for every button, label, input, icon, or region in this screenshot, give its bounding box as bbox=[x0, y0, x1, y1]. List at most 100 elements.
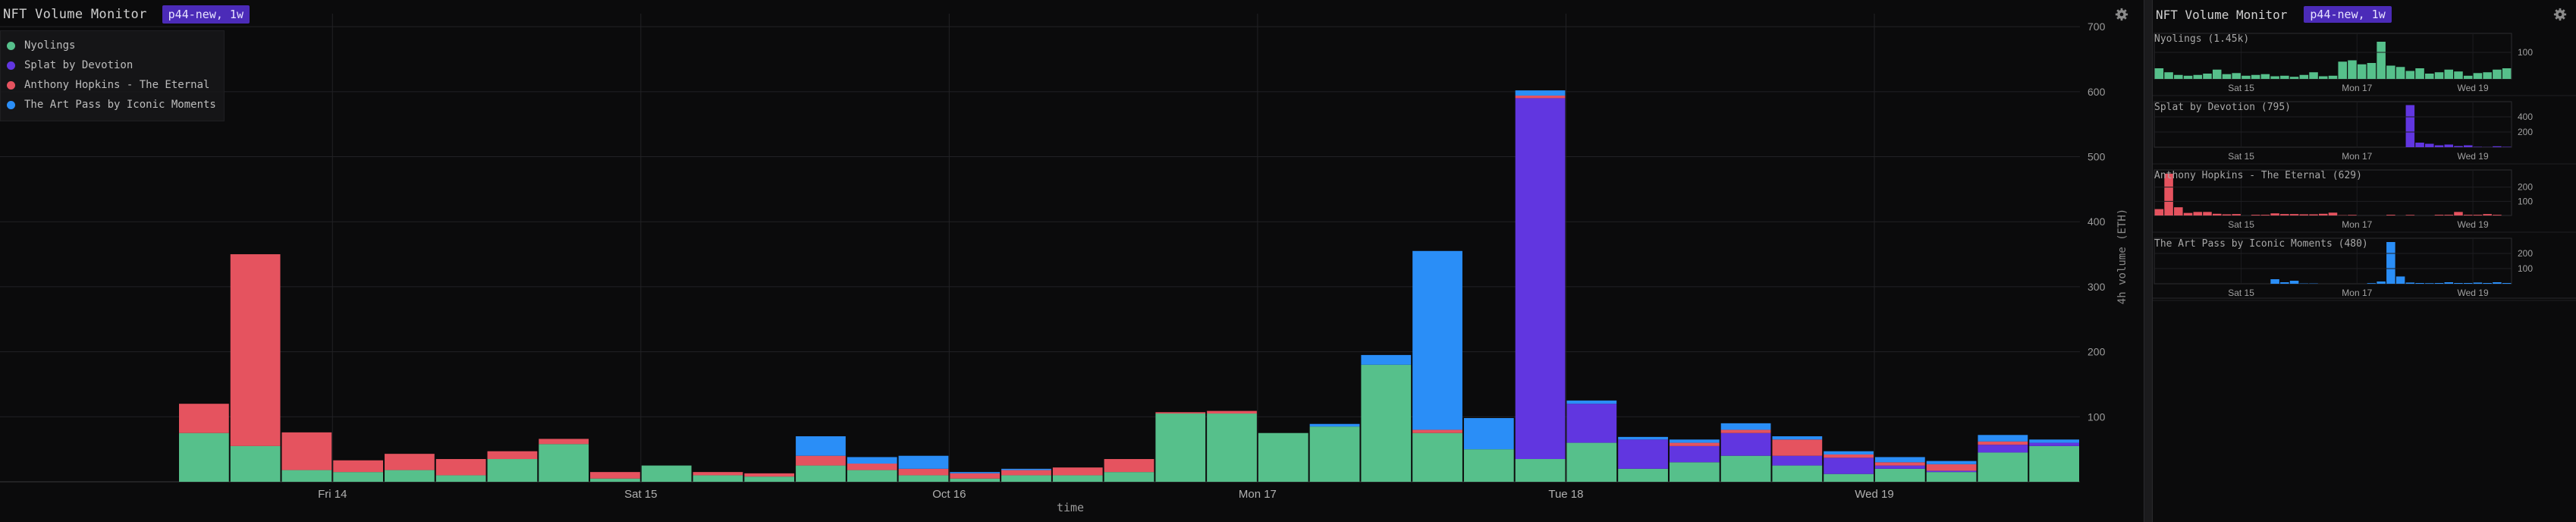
bar-segment bbox=[1412, 250, 1462, 430]
bar-segment bbox=[1515, 90, 1566, 96]
mini-bar bbox=[2425, 74, 2434, 79]
mini-bar bbox=[2454, 283, 2463, 284]
bar-segment bbox=[1720, 455, 1771, 482]
mini-bar bbox=[2222, 74, 2232, 79]
mini-y-tick-label: 400 bbox=[2518, 112, 2533, 122]
legend-label: The Art Pass by Iconic Moments bbox=[24, 99, 216, 111]
bar-segment bbox=[590, 478, 640, 482]
bar-segment bbox=[590, 472, 640, 479]
x-tick-label: Fri 14 bbox=[318, 488, 347, 501]
bar-segment bbox=[1309, 423, 1360, 427]
bar-segment bbox=[435, 459, 486, 476]
bar-segment bbox=[1618, 439, 1668, 469]
mini-y-tick-label: 100 bbox=[2518, 263, 2533, 274]
bar-segment bbox=[1926, 461, 1977, 464]
mini-bar bbox=[2174, 207, 2183, 215]
legend-item-art-pass[interactable]: The Art Pass by Iconic Moments bbox=[7, 95, 216, 115]
bar-segment bbox=[1874, 457, 1925, 463]
page-title: NFT Volume Monitor bbox=[3, 7, 147, 22]
mini-bar bbox=[2502, 68, 2512, 79]
bar-segment bbox=[230, 254, 281, 446]
mini-bar bbox=[2203, 212, 2212, 215]
mini-x-tick-label: Sat 15 bbox=[2228, 83, 2254, 93]
mini-bar bbox=[2454, 212, 2463, 215]
mini-bar bbox=[2454, 71, 2463, 79]
side-range-badge[interactable]: p44-new, 1w bbox=[2304, 6, 2392, 23]
bar-segment bbox=[1772, 439, 1823, 456]
bar-segment bbox=[693, 472, 743, 476]
panel-resize-handle[interactable] bbox=[2144, 0, 2153, 522]
bar-segment bbox=[847, 457, 897, 464]
y-axis-label: 4h volume (ETH) bbox=[2116, 209, 2128, 304]
bar-segment bbox=[693, 475, 743, 482]
bar-segment bbox=[1566, 442, 1617, 482]
mini-bar bbox=[2164, 72, 2173, 79]
bar-segment bbox=[2029, 442, 2079, 446]
mini-bar bbox=[2328, 75, 2338, 79]
bar-segment bbox=[1052, 467, 1103, 476]
legend-swatch bbox=[7, 100, 15, 109]
mini-x-tick-label: Mon 17 bbox=[2342, 219, 2372, 230]
bar-segment bbox=[950, 473, 1001, 479]
bar-segment bbox=[796, 436, 846, 456]
side-header: NFT Volume Monitor p44-new, 1w bbox=[2153, 0, 2576, 29]
mini-bar bbox=[2280, 282, 2289, 284]
mini-bar bbox=[2338, 61, 2347, 79]
mini-bar bbox=[2183, 212, 2193, 215]
mini-bar bbox=[2386, 65, 2395, 79]
mini-bar bbox=[2299, 74, 2309, 79]
bar-segment bbox=[744, 476, 795, 482]
bar-segment bbox=[1309, 426, 1360, 482]
x-tick-label: Sat 15 bbox=[624, 488, 657, 501]
legend-swatch bbox=[7, 61, 15, 70]
x-axis-label: time bbox=[1057, 501, 1084, 514]
mini-x-tick-label: Mon 17 bbox=[2342, 151, 2372, 162]
mini-bar bbox=[2319, 213, 2328, 215]
gear-icon[interactable] bbox=[2553, 8, 2567, 21]
bar-segment bbox=[1874, 462, 1925, 466]
bar-segment bbox=[950, 472, 1001, 473]
mini-bar bbox=[2289, 214, 2299, 215]
bar-segment bbox=[1258, 432, 1308, 482]
gear-icon[interactable] bbox=[2115, 8, 2128, 21]
bar-segment bbox=[1978, 435, 2028, 442]
mini-bar bbox=[2395, 276, 2405, 284]
y-tick-label: 400 bbox=[2088, 215, 2106, 228]
bar-segment bbox=[1052, 475, 1103, 482]
mini-bar bbox=[2463, 283, 2473, 284]
mini-bar bbox=[2154, 68, 2164, 79]
mini-bar bbox=[2289, 77, 2299, 79]
mini-chart-art-pass: 100 200 Sat 15 Mon 17 Wed 19 The Art Pass by … bbox=[2153, 237, 2576, 301]
mini-bar bbox=[2183, 75, 2193, 79]
mini-chart-title: Splat by Devotion (795) bbox=[2154, 102, 2291, 113]
mini-bar bbox=[2270, 76, 2279, 79]
bar-segment bbox=[385, 454, 435, 470]
mini-bar bbox=[2280, 214, 2289, 215]
mini-x-tick-label: Sat 15 bbox=[2228, 288, 2254, 298]
bar-segment bbox=[1669, 439, 1720, 443]
x-tick-label: Mon 17 bbox=[1239, 488, 1277, 501]
legend-item-anthony-hopkins[interactable]: Anthony Hopkins - The Eternal bbox=[7, 75, 216, 95]
mini-bar bbox=[2377, 281, 2386, 284]
x-tick-label: Tue 18 bbox=[1548, 488, 1583, 501]
bar-segment bbox=[744, 473, 795, 477]
bar-segment bbox=[2029, 445, 2079, 482]
mini-bar bbox=[2473, 282, 2483, 284]
range-badge[interactable]: p44-new, 1w bbox=[162, 5, 250, 24]
mini-bar bbox=[2463, 145, 2473, 147]
mini-bar bbox=[2444, 144, 2454, 147]
mini-x-tick-label: Wed 19 bbox=[2458, 219, 2489, 230]
mini-bar bbox=[2454, 146, 2463, 147]
mini-bar bbox=[2193, 212, 2203, 215]
bar-segment bbox=[898, 475, 949, 482]
mini-bar bbox=[2212, 69, 2222, 79]
main-panel: NFT Volume Monitor p44-new, 1w 100 200 300… bbox=[0, 5, 2128, 514]
mini-x-tick-label: Mon 17 bbox=[2342, 288, 2372, 298]
bar-segment bbox=[1361, 354, 1412, 365]
bar-segment bbox=[385, 470, 435, 482]
legend-item-nyolings[interactable]: Nyolings bbox=[7, 36, 216, 55]
mini-bar bbox=[2348, 60, 2357, 79]
bar-segment bbox=[1772, 455, 1823, 466]
legend-item-splat[interactable]: Splat by Devotion bbox=[7, 55, 216, 75]
mini-bar bbox=[2502, 146, 2512, 147]
